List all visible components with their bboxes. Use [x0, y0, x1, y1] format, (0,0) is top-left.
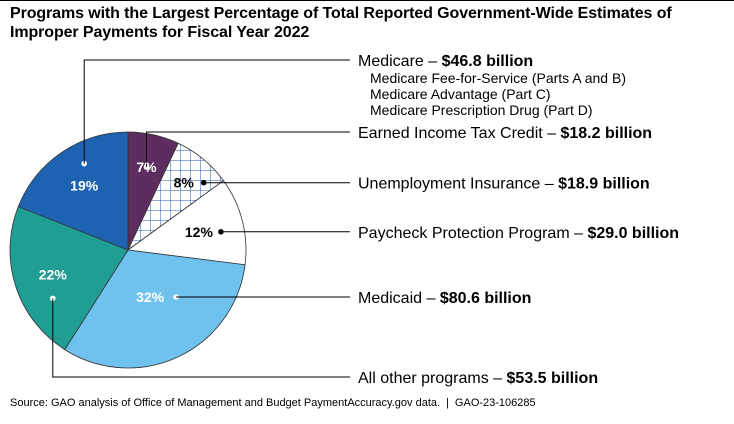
percent-label-paycheck-protection-program: 12%: [185, 224, 214, 240]
leader-line-all-other-programs: [52, 298, 350, 378]
percent-label-medicare: 19%: [70, 178, 99, 194]
program-label-earned-income-tax-credit: Earned Income Tax Credit – $18.2 billion: [358, 125, 652, 142]
report-id: GAO-23-106285: [454, 397, 536, 409]
top-rule: [0, 0, 734, 1]
program-label-all-other-programs: All other programs – $53.5 billion: [358, 370, 598, 387]
source-note: Source: GAO analysis of Office of Manage…: [10, 397, 536, 409]
percent-label-earned-income-tax-credit: 7%: [136, 159, 157, 175]
pie-slice-medicare: [17, 131, 129, 251]
chart-title-line-1: Programs with the Largest Percentage of …: [10, 5, 672, 22]
program-label-unemployment-insurance: Unemployment Insurance – $18.9 billion: [358, 176, 650, 193]
pie-slice-all-other-programs: [9, 206, 129, 351]
source-separator: |: [446, 397, 449, 409]
program-label-medicare: Medicare – $46.8 billion: [358, 53, 533, 70]
percent-label-all-other-programs: 22%: [39, 266, 68, 282]
program-sub-item: Medicare Prescription Drug (Part D): [370, 102, 593, 118]
pie-chart: 7% Earned Income Tax Credit – $18.2 billi…: [9, 53, 679, 387]
program-label-medicaid: Medicaid – $80.6 billion: [358, 290, 531, 307]
leader-line-medicare: [83, 59, 350, 164]
percent-label-medicaid: 32%: [136, 289, 165, 305]
program-sub-item: Medicare Fee-for-Service (Parts A and B): [370, 70, 626, 86]
pie-slice-medicaid: [64, 249, 246, 369]
percent-label-unemployment-insurance: 8%: [174, 175, 195, 191]
program-label-paycheck-protection-program: Paycheck Protection Program – $29.0 bill…: [358, 225, 679, 242]
source-text: Source: GAO analysis of Office of Manage…: [10, 397, 441, 409]
chart-title-line-2: Improper Payments for Fiscal Year 2022: [10, 24, 310, 41]
program-sub-item: Medicare Advantage (Part C): [370, 86, 551, 102]
leader-line-earned-income-tax-credit: [146, 131, 350, 168]
